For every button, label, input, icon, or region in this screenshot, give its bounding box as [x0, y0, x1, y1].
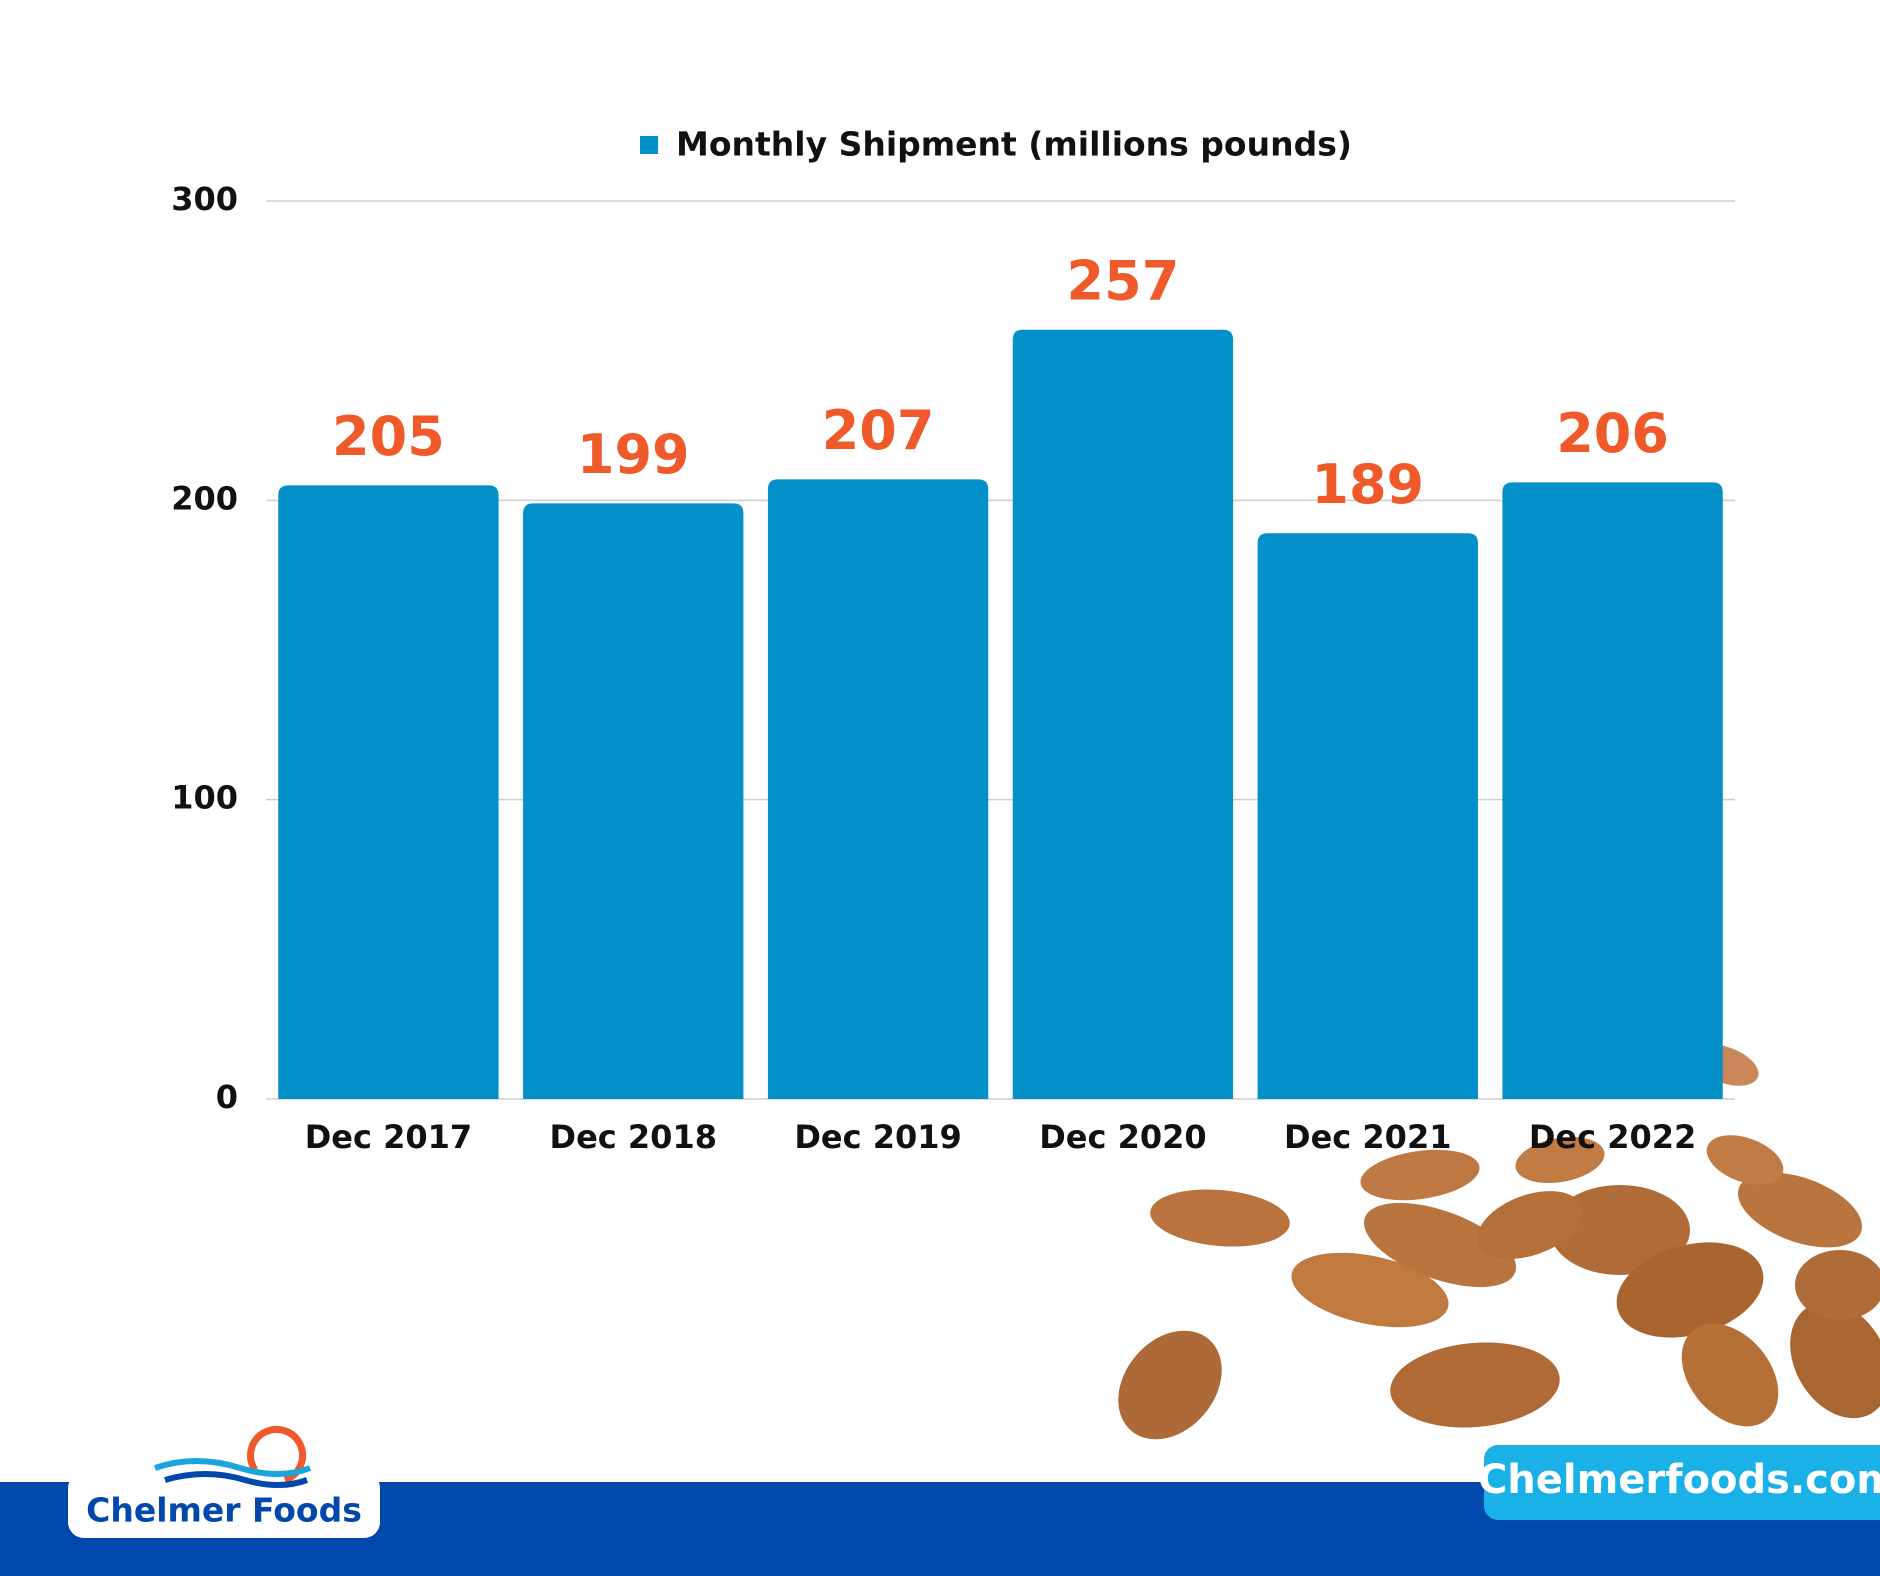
- y-tick-label: 200: [171, 479, 238, 517]
- y-tick-label: 300: [171, 180, 238, 218]
- bar: [767, 479, 989, 1099]
- website: Chelmerfoods.com: [1478, 1457, 1880, 1503]
- bar: [1257, 533, 1478, 1099]
- bar: [278, 485, 499, 1099]
- value-label: 205: [332, 405, 445, 468]
- almonds-decoration: [1118, 1044, 1880, 1440]
- logo-box: [68, 1472, 380, 1538]
- logo-wave: [164, 1471, 309, 1488]
- value-label: 206: [1556, 402, 1669, 465]
- value-label: 207: [822, 399, 935, 462]
- legend-label: Monthly Shipment (millions pounds): [676, 125, 1352, 164]
- x-tick-label: Dec 2017: [305, 1118, 472, 1156]
- x-tick-label: Dec 2020: [1039, 1118, 1206, 1156]
- logo-wave: [154, 1458, 312, 1477]
- x-tick-label: Dec 2018: [550, 1118, 717, 1156]
- bar: [1012, 329, 1234, 1099]
- value-label: 199: [577, 423, 690, 486]
- x-tick-label: Dec 2021: [1284, 1118, 1451, 1156]
- y-tick-label: 0: [216, 1078, 238, 1116]
- value-label: 257: [1067, 249, 1180, 312]
- bar: [1502, 482, 1723, 1100]
- brand-name: Chelmer Foods: [86, 1491, 362, 1530]
- bar: [523, 503, 744, 1099]
- legend-swatch: [640, 136, 658, 154]
- y-tick-label: 100: [171, 779, 238, 817]
- x-tick-label: Dec 2022: [1529, 1118, 1696, 1156]
- x-tick-label: Dec 2019: [794, 1118, 961, 1156]
- logo-arc: [247, 1426, 306, 1484]
- value-label: 189: [1311, 453, 1424, 516]
- website-pill: [1484, 1445, 1880, 1520]
